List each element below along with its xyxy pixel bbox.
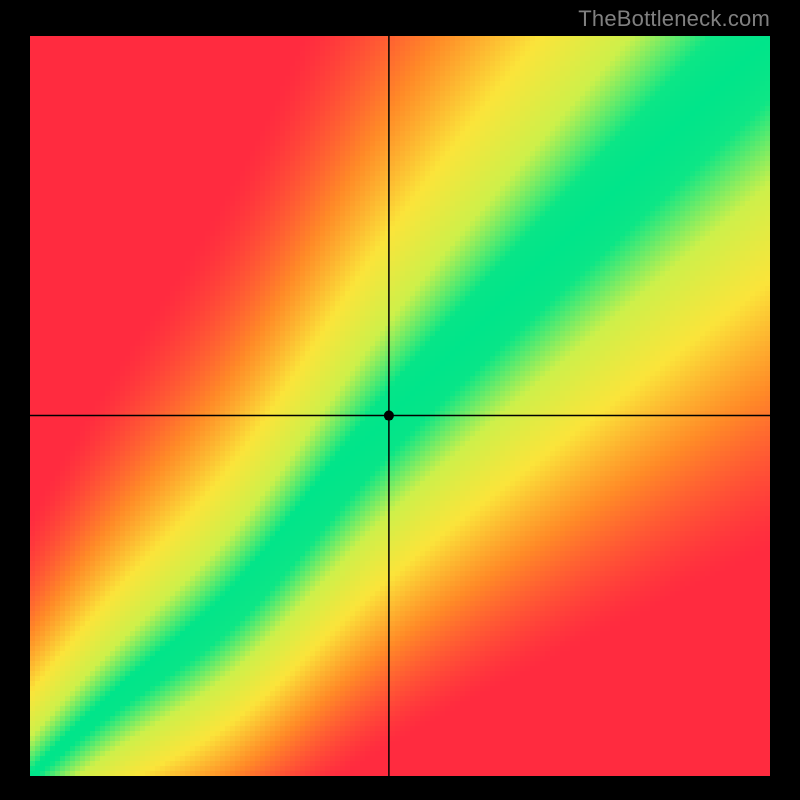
- watermark-text: TheBottleneck.com: [578, 6, 770, 32]
- bottleneck-heatmap: [30, 36, 770, 776]
- plot-area: [30, 36, 770, 776]
- chart-container: { "watermark": "TheBottleneck.com", "cha…: [0, 0, 800, 800]
